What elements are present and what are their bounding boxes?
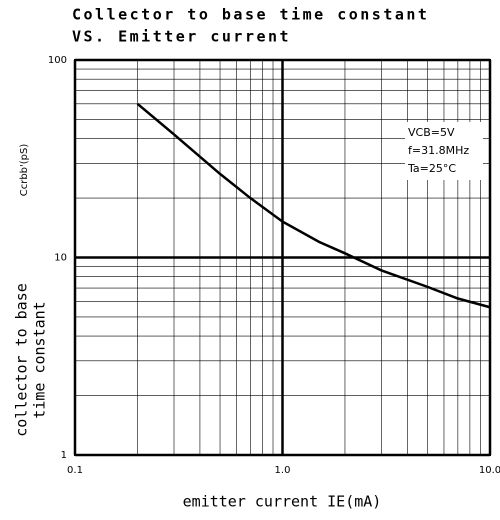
x-tick-label: 0.1 — [67, 465, 83, 476]
annotation: VCB=5V — [408, 126, 455, 139]
y-axis-label: collector to base — [13, 283, 31, 437]
plot-frame — [74, 59, 491, 456]
annotation-box — [405, 122, 483, 180]
x-axis-label: emitter current IE(mA) — [183, 493, 382, 511]
annotation: Ta=25°C — [407, 162, 456, 175]
y-axis-label: Ccrbb'(pS) — [19, 144, 30, 197]
chart-title: Collector to base time constant — [72, 6, 429, 24]
y-tick-label: 100 — [48, 55, 67, 66]
y-tick-label: 10 — [54, 253, 67, 264]
x-tick-label: 10.0 — [479, 465, 500, 476]
y-tick-label: 1 — [61, 450, 67, 461]
annotation: f=31.8MHz — [408, 144, 469, 157]
x-tick-label: 1.0 — [275, 465, 291, 476]
data-line — [136, 102, 491, 309]
y-axis-label: time constant — [31, 301, 49, 418]
chart-title: VS. Emitter current — [72, 28, 291, 46]
